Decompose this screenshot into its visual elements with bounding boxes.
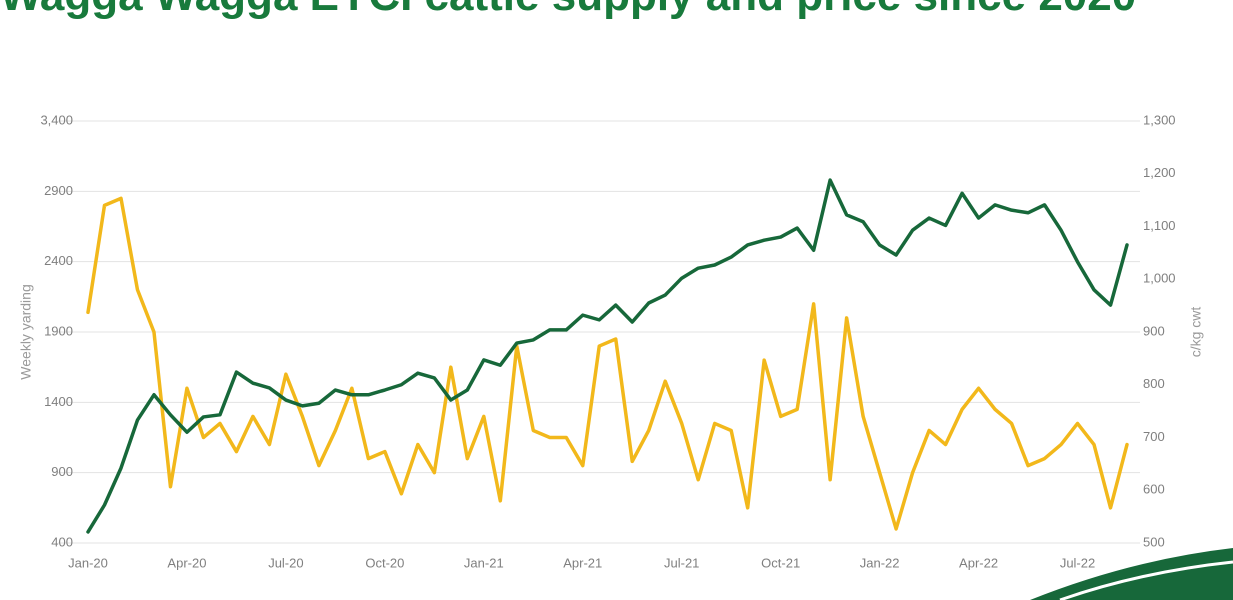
x-tick-label: Jul-21 (664, 555, 699, 570)
y2-tick-label: 500 (1143, 534, 1165, 549)
y-tick-label: 1900 (44, 323, 73, 338)
x-tick-label: Jan-20 (68, 555, 108, 570)
y2-tick-label: 1,300 (1143, 112, 1176, 127)
y-tick-label: 400 (51, 534, 73, 549)
x-tick-label: Jul-20 (268, 555, 303, 570)
corner-decoration (1030, 548, 1233, 600)
y2-axis-title: c/kg cwt (1188, 307, 1204, 358)
y2-tick-label: 900 (1143, 323, 1165, 338)
x-tick-label: Jan-21 (464, 555, 504, 570)
x-tick-label: Jul-22 (1060, 555, 1095, 570)
grid (58, 120, 1140, 544)
x-tick-label: Jan-22 (860, 555, 900, 570)
series-line (86, 196, 1129, 531)
y2-tick-label: 800 (1143, 376, 1165, 391)
corner-decoration-stripe (1059, 560, 1233, 600)
y2-tick-label: 1,000 (1143, 271, 1176, 286)
y2-tick-label: 700 (1143, 429, 1165, 444)
series-line (86, 178, 1129, 534)
y-tick-label: 900 (51, 464, 73, 479)
y2-tick-label: 1,200 (1143, 165, 1176, 180)
x-tick-label: Oct-20 (365, 555, 404, 570)
y-tick-label: 2400 (44, 253, 73, 268)
y-tick-label: 2900 (44, 183, 73, 198)
x-tick-label: Apr-20 (167, 555, 206, 570)
y2-tick-label: 600 (1143, 482, 1165, 497)
x-tick-label: Apr-22 (959, 555, 998, 570)
x-tick-label: Apr-21 (563, 555, 602, 570)
y-axis-title: Weekly yarding (18, 284, 34, 379)
y2-tick-label: 1,100 (1143, 218, 1176, 233)
chart-title: Wagga Wagga EYCI cattle supply and price… (0, 0, 1136, 20)
y-tick-label: 1400 (44, 394, 73, 409)
y-tick-label: 3,400 (40, 112, 73, 127)
x-tick-label: Oct-21 (761, 555, 800, 570)
